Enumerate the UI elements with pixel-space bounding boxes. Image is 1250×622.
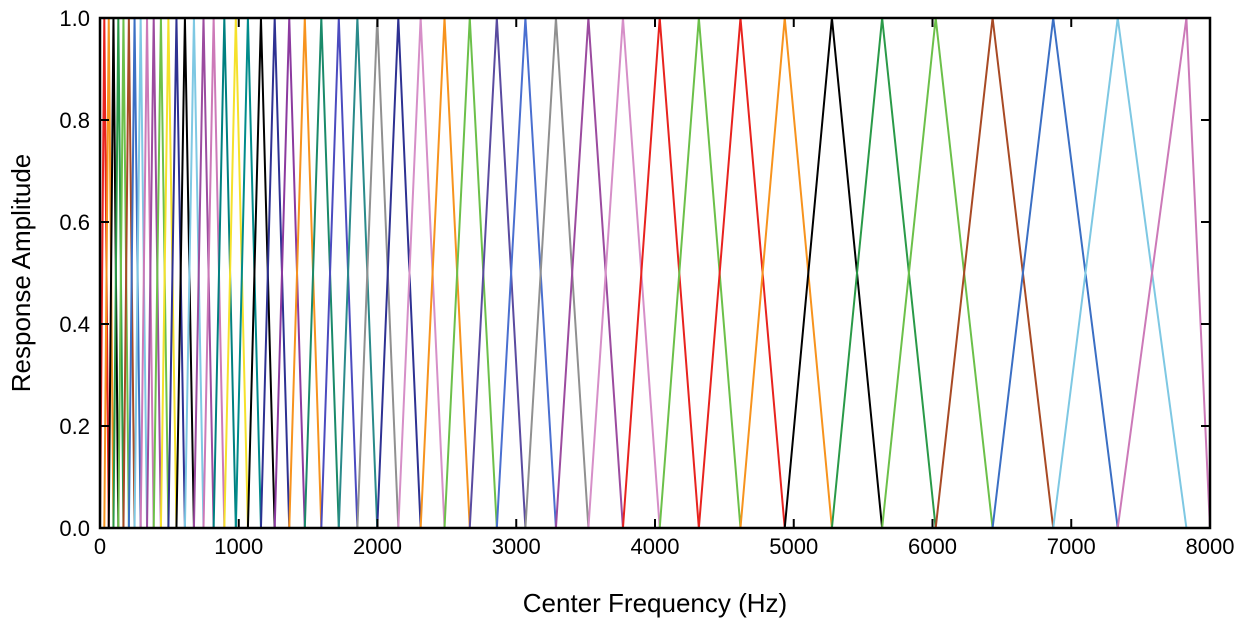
filter-line-45 (934, 17, 1055, 529)
filter-line-39 (658, 17, 742, 529)
filter-line-16 (192, 17, 215, 529)
filter-line-34 (495, 17, 557, 529)
filter-line-23 (273, 17, 306, 529)
filter-line-15 (183, 17, 205, 529)
x-tick-label: 7000 (1047, 534, 1096, 559)
filter-line-31 (419, 17, 471, 529)
filter-line-21 (246, 17, 276, 529)
y-tick-label: 0.2 (59, 414, 90, 439)
filter-line-20 (234, 17, 262, 529)
filter-line-43 (830, 17, 937, 529)
filter-line-24 (288, 17, 323, 529)
filter-line-48 (1116, 17, 1211, 529)
x-tick-label: 6000 (908, 534, 957, 559)
x-tick-label: 0 (94, 534, 106, 559)
x-axis-label: Center Frequency (Hz) (523, 588, 787, 618)
filter-line-35 (524, 17, 590, 529)
y-tick-label: 0.4 (59, 312, 90, 337)
filter-line-42 (783, 17, 884, 529)
filter-line-28 (356, 17, 400, 529)
filter-line-22 (259, 17, 291, 529)
x-tick-label: 1000 (214, 534, 263, 559)
filter-line-14 (175, 17, 195, 529)
filter-line-38 (621, 17, 700, 529)
axis-ticks: 0 1000 2000 3000 4000 5000 6000 7000 8000 0.0 0.2 0… (59, 6, 1234, 559)
y-tick-label: 0.8 (59, 108, 90, 133)
filter-line-46 (991, 17, 1119, 529)
filter-line-30 (397, 17, 446, 529)
filter-line-26 (320, 17, 359, 529)
filter-line-18 (212, 17, 237, 529)
filter-line-29 (376, 17, 422, 529)
filter-line-32 (443, 17, 498, 529)
y-axis-label: Response Amplitude (6, 154, 36, 392)
y-tick-label: 1.0 (59, 6, 90, 31)
filter-line-27 (337, 17, 379, 529)
filter-line-33 (468, 17, 527, 529)
filter-line-19 (223, 17, 249, 529)
x-tick-label: 3000 (492, 534, 541, 559)
filter-line-13 (167, 17, 186, 529)
y-tick-label: 0.0 (59, 516, 90, 541)
filter-line-36 (554, 17, 624, 529)
filter-line-44 (881, 17, 994, 529)
filter-line-17 (202, 17, 226, 529)
x-tick-label: 4000 (631, 534, 680, 559)
x-tick-label: 5000 (769, 534, 818, 559)
filter-lines (99, 17, 1211, 529)
x-tick-label: 8000 (1186, 534, 1235, 559)
x-tick-label: 2000 (353, 534, 402, 559)
filter-line-41 (739, 17, 833, 529)
filter-line-47 (1052, 17, 1188, 529)
filter-line-37 (587, 17, 661, 529)
filter-line-40 (697, 17, 786, 529)
filter-line-25 (303, 17, 340, 529)
y-tick-label: 0.6 (59, 210, 90, 235)
